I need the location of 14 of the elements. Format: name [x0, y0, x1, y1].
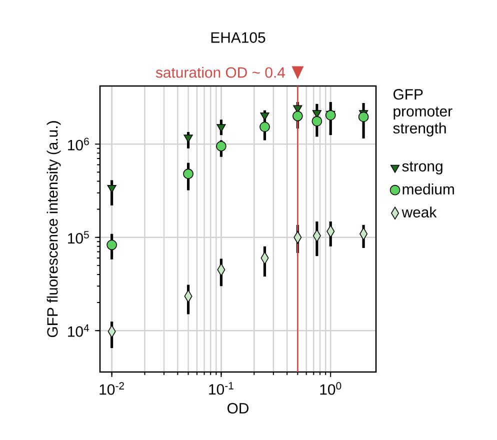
y-axis-title: GFP fluorescence intensity (a.u.)	[46, 121, 61, 338]
x-tick-label: 10$^{0}$	[320, 382, 342, 395]
y-tick-label: 10$^{5}$	[68, 231, 89, 244]
legend-title: GFP promoter strength	[393, 89, 452, 136]
ref-line-label: saturation OD ~ 0.4	[156, 66, 286, 78]
x-tick-label: 10$^{-1}$	[209, 382, 234, 395]
chart-title: EHA105	[211, 32, 266, 43]
x-axis-title: OD	[227, 402, 248, 414]
x-tick-label: 10$^{-2}$	[100, 382, 124, 395]
legend-label: medium	[402, 184, 454, 195]
legend-label: strong	[402, 162, 442, 174]
legend-label: weak	[402, 206, 437, 218]
y-tick-label: 10$^{6}$	[68, 138, 89, 150]
y-tick-label: 10$^{4}$	[68, 324, 90, 337]
